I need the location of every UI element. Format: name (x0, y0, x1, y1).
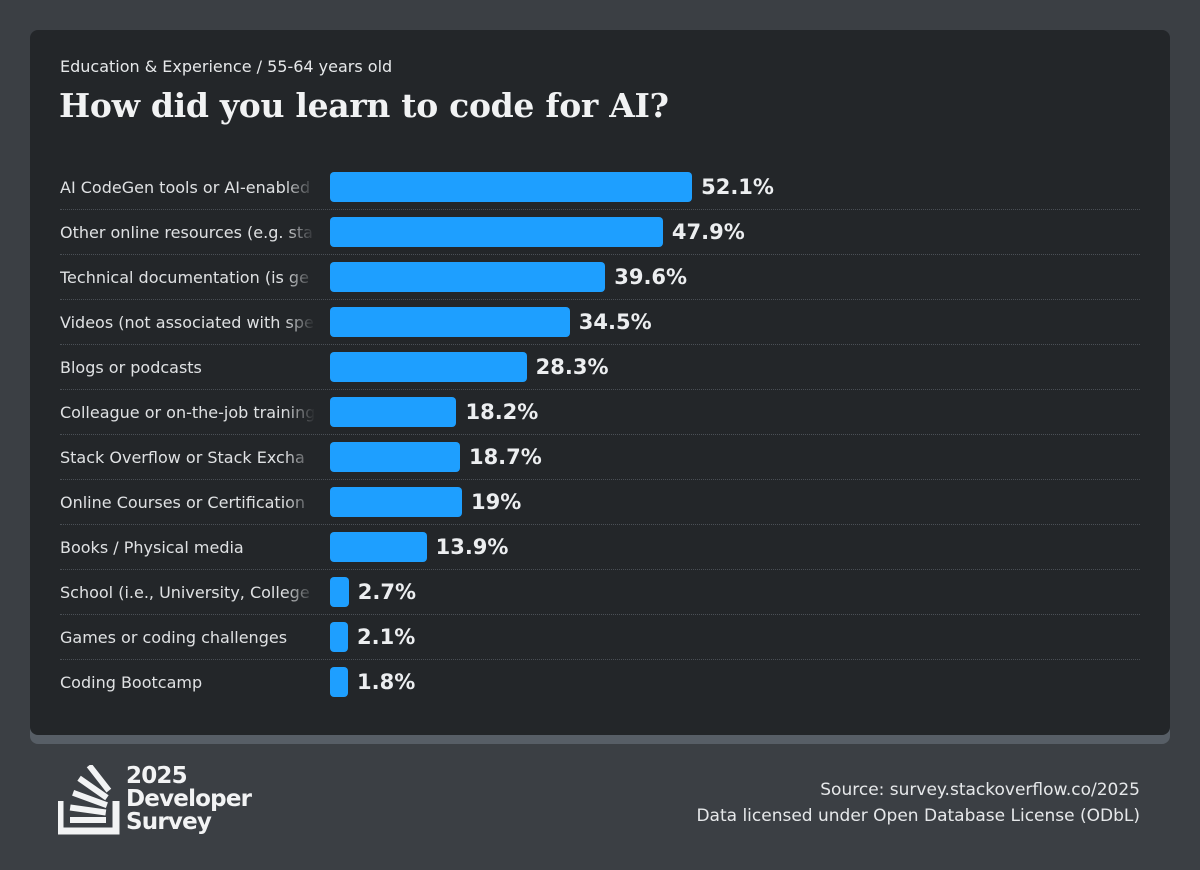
logo-text: 2025 Developer Survey (126, 763, 252, 835)
developer-survey-logo: 2025 Developer Survey (58, 763, 252, 845)
bar (330, 352, 527, 382)
chart-row: School (i.e., University, College 2.7% (60, 570, 1140, 615)
category-label: Coding Bootcamp (60, 673, 203, 692)
value-label: 47.9% (671, 220, 745, 244)
row-separator (60, 389, 1140, 390)
value-label: 2.1% (357, 625, 416, 649)
row-separator (60, 614, 1140, 615)
bar (330, 262, 606, 292)
chart-card: Education & Experience / 55-64 years old… (30, 30, 1170, 735)
chart-row: Videos (not associated with spe 34.5% (60, 300, 1140, 345)
bar (330, 442, 460, 472)
bar (330, 397, 457, 427)
row-separator (60, 479, 1140, 480)
value-label: 18.2% (465, 400, 539, 424)
chart-row: Online Courses or Certification 19% (60, 480, 1140, 525)
breadcrumb: Education & Experience / 55-64 years old (60, 57, 393, 76)
bar (330, 487, 463, 517)
category-label: Technical documentation (is ge (60, 268, 309, 287)
logo-survey: Survey (126, 809, 212, 835)
bar (330, 217, 663, 247)
row-separator (60, 569, 1140, 570)
source-text: Source: survey.stackoverflow.co/2025 (820, 780, 1140, 800)
logo-developer: Developer (126, 786, 252, 812)
row-separator (60, 299, 1140, 300)
category-label: Videos (not associated with spe (60, 313, 314, 332)
category-label: Games or coding challenges (60, 628, 288, 647)
chart-row: Games or coding challenges 2.1% (60, 615, 1140, 660)
chart-row: Colleague or on-the-job training 18.2% (60, 390, 1140, 435)
bar-chart: AI CodeGen tools or AI-enabled 52.1% Other… (30, 30, 1170, 735)
category-label: Online Courses or Certification (60, 493, 306, 512)
category-label: AI CodeGen tools or AI-enabled (60, 178, 311, 197)
row-separator (60, 524, 1140, 525)
bar (330, 307, 570, 337)
row-separator (60, 209, 1140, 210)
category-label: School (i.e., University, College (60, 583, 310, 602)
value-label: 52.1% (701, 175, 774, 199)
value-label: 13.9% (435, 535, 509, 559)
row-separator (60, 344, 1140, 345)
bar (330, 622, 348, 652)
page-title: How did you learn to code for AI? (59, 86, 669, 125)
category-label: Blogs or podcasts (60, 358, 202, 377)
value-label: 2.7% (357, 580, 416, 604)
bar (330, 532, 427, 562)
chart-row: Technical documentation (is ge 39.6% (60, 255, 1140, 300)
stack-overflow-logo-icon (58, 765, 120, 835)
bar (330, 172, 693, 202)
value-label: 18.7% (468, 445, 542, 469)
row-separator (60, 254, 1140, 255)
chart-row: Stack Overflow or Stack Excha 18.7% (60, 435, 1140, 480)
value-label: 34.5% (578, 310, 652, 334)
value-label: 28.3% (535, 355, 609, 379)
footer: Source: survey.stackoverflow.co/2025 Dat… (696, 777, 1140, 829)
value-label: 19% (471, 490, 522, 514)
category-label: Colleague or on-the-job training (60, 403, 315, 422)
value-label: 39.6% (614, 265, 688, 289)
license-text: Data licensed under Open Database Licens… (696, 806, 1140, 826)
value-label: 1.8% (357, 670, 416, 694)
chart-row: Coding Bootcamp 1.8% (60, 660, 1140, 705)
row-separator (60, 434, 1140, 435)
category-label: Stack Overflow or Stack Excha (60, 448, 305, 467)
category-label: Books / Physical media (60, 538, 244, 557)
chart-row: Other online resources (e.g. sta 47.9% (60, 210, 1140, 255)
chart-row: Blogs or podcasts 28.3% (60, 345, 1140, 390)
bar (330, 577, 349, 607)
category-label: Other online resources (e.g. sta (60, 223, 313, 242)
bar (330, 667, 348, 697)
row-separator (60, 659, 1140, 660)
chart-row: AI CodeGen tools or AI-enabled 52.1% (60, 165, 1140, 210)
logo-year: 2025 (126, 763, 188, 789)
chart-row: Books / Physical media 13.9% (60, 525, 1140, 570)
